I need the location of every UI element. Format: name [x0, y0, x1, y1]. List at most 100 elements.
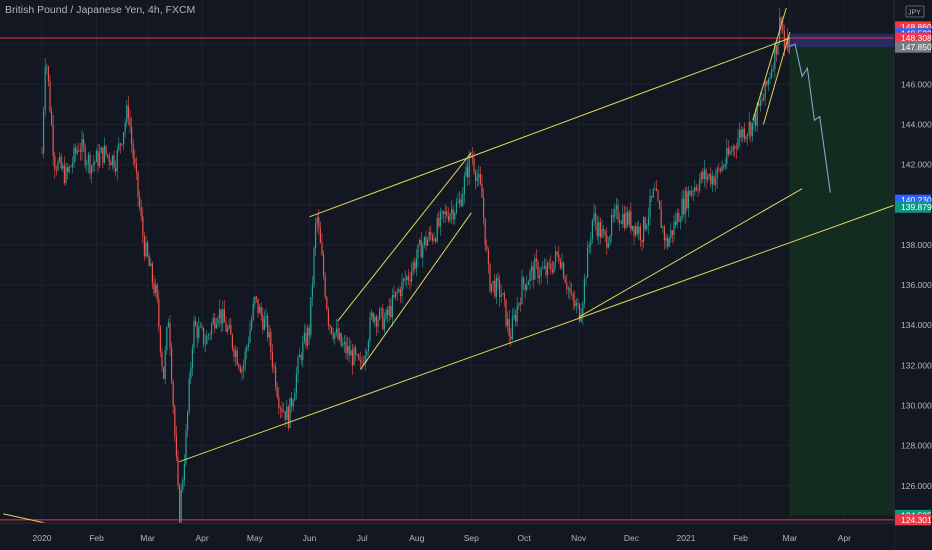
- candle: [172, 381, 174, 407]
- candle: [166, 327, 168, 351]
- time-tick-label: 2020: [33, 533, 52, 543]
- candle: [137, 171, 139, 197]
- candle: [372, 312, 374, 322]
- candle: [263, 318, 265, 330]
- candle: [462, 194, 464, 206]
- candle: [79, 150, 81, 152]
- candle: [206, 335, 208, 345]
- candle: [169, 322, 171, 348]
- candle: [319, 227, 321, 244]
- candle: [667, 237, 669, 247]
- candle: [335, 328, 337, 333]
- candle: [355, 347, 357, 355]
- candle: [118, 143, 120, 150]
- candle: [591, 219, 593, 239]
- candle: [164, 350, 166, 379]
- candle: [657, 191, 659, 201]
- candle: [516, 305, 518, 322]
- candle: [363, 363, 365, 365]
- candle: [359, 359, 361, 362]
- candle: [108, 155, 110, 163]
- candle: [459, 199, 461, 203]
- candle: [291, 397, 293, 407]
- candle: [678, 213, 680, 222]
- candle: [668, 238, 670, 247]
- candle: [691, 191, 693, 196]
- candle: [103, 145, 105, 163]
- candle: [593, 213, 595, 220]
- price-label-text: 147.850: [901, 42, 932, 52]
- candle: [521, 277, 523, 305]
- candle: [407, 276, 409, 280]
- candle: [140, 207, 142, 217]
- price-tick-label: 146.000: [901, 79, 932, 89]
- candle: [307, 327, 309, 346]
- candle: [713, 176, 715, 185]
- candle: [419, 240, 421, 245]
- candle: [347, 346, 349, 354]
- time-tick-label: Jun: [303, 533, 317, 543]
- candle: [44, 66, 46, 111]
- candle: [92, 163, 94, 166]
- candle: [369, 317, 371, 342]
- price-axis[interactable]: 126.000 128.000 130.000 132.000 134.000 136.0…: [893, 0, 932, 550]
- candle: [249, 329, 251, 343]
- candle: [89, 154, 91, 174]
- candle: [132, 144, 134, 159]
- candle: [51, 111, 53, 125]
- candle: [59, 156, 61, 162]
- time-tick-label: Nov: [571, 533, 587, 543]
- candle: [278, 396, 280, 409]
- candle: [191, 347, 193, 368]
- candle: [302, 341, 304, 360]
- candle: [260, 306, 262, 316]
- candle: [764, 81, 766, 98]
- candle: [119, 143, 121, 145]
- candle: [183, 463, 185, 481]
- time-tick-label: Sep: [464, 533, 479, 543]
- candle: [433, 238, 435, 241]
- candle: [41, 152, 43, 154]
- time-axis[interactable]: 2020 Feb Mar Apr May Jun Jul Aug Sep Oct Nov Dec 202…: [0, 522, 894, 550]
- candle: [126, 105, 128, 123]
- time-tick-label: Mar: [140, 533, 155, 543]
- candle: [708, 174, 710, 177]
- candle: [94, 161, 96, 164]
- candle: [436, 218, 438, 242]
- currency-badge: [905, 5, 925, 18]
- candle: [391, 295, 393, 318]
- candle: [318, 217, 320, 228]
- candle: [203, 327, 205, 345]
- candle: [67, 167, 69, 172]
- candle: [382, 308, 384, 330]
- candle: [238, 364, 240, 368]
- candle: [271, 352, 273, 367]
- candle: [121, 143, 123, 145]
- candle: [438, 218, 440, 227]
- candle: [732, 146, 734, 152]
- candle: [321, 243, 323, 255]
- candle: [204, 344, 206, 345]
- candle: [257, 298, 259, 313]
- candle: [756, 103, 758, 126]
- candle: [734, 146, 736, 149]
- candle: [574, 299, 576, 307]
- candle: [239, 367, 241, 373]
- candle: [315, 223, 317, 249]
- candle: [209, 334, 211, 335]
- candle: [393, 295, 395, 297]
- candle: [491, 283, 493, 292]
- candle: [276, 387, 278, 397]
- candle: [63, 165, 65, 184]
- candle: [252, 304, 254, 320]
- price-label-badge: [895, 201, 931, 213]
- candle: [95, 150, 97, 162]
- wedge-left-line: [752, 7, 787, 121]
- candle: [761, 100, 763, 102]
- candle: [246, 346, 248, 352]
- candle: [151, 263, 153, 283]
- candle: [283, 411, 285, 412]
- candle: [236, 350, 238, 365]
- candle: [331, 327, 333, 334]
